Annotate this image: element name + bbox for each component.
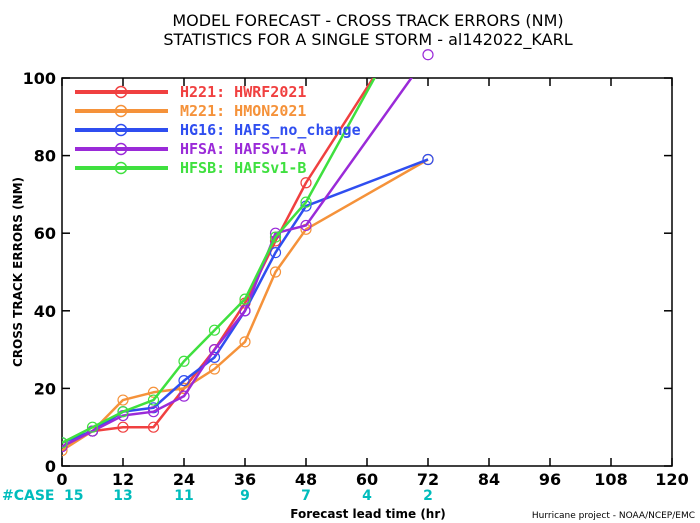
legend-marker bbox=[114, 142, 128, 156]
case-count: 4 bbox=[362, 488, 372, 504]
legend-marker bbox=[114, 161, 128, 175]
data-point bbox=[62, 441, 68, 453]
data-point bbox=[62, 437, 68, 449]
data-point bbox=[300, 177, 312, 189]
data-point bbox=[86, 421, 99, 433]
data-point bbox=[300, 219, 312, 232]
y-tick-label: 40 bbox=[34, 302, 56, 321]
legend-label: M221: HMON2021 bbox=[180, 102, 306, 120]
data-point bbox=[178, 390, 190, 402]
x-axis-label: Forecast lead time (hr) bbox=[290, 507, 446, 521]
x-tick-label: 108 bbox=[594, 470, 627, 489]
plot-frame bbox=[61, 77, 673, 467]
x-tick-label: 0 bbox=[56, 470, 67, 489]
data-point bbox=[117, 421, 129, 433]
data-point bbox=[117, 394, 129, 406]
data-point bbox=[147, 406, 160, 418]
data-point bbox=[239, 305, 251, 317]
case-count: 9 bbox=[240, 488, 250, 504]
legend-marker bbox=[114, 85, 128, 99]
x-tick-label: 96 bbox=[539, 470, 561, 489]
data-point bbox=[300, 196, 312, 208]
case-count: 2 bbox=[423, 488, 433, 504]
y-tick-label: 80 bbox=[34, 147, 56, 166]
case-count: 11 bbox=[174, 488, 193, 504]
overflow-markers bbox=[422, 49, 434, 61]
y-tick-label: 20 bbox=[34, 379, 56, 398]
legend-marker bbox=[114, 123, 128, 137]
case-count-label: #CASE bbox=[2, 488, 55, 504]
y-axis-label: CROSS TRACK ERRORS (NM) bbox=[11, 177, 25, 367]
x-tick-label: 84 bbox=[478, 470, 500, 489]
legend-marker bbox=[114, 104, 128, 118]
x-axis: 0 12 24 36 48 60 72 84 96 108 120 bbox=[56, 78, 689, 489]
y-tick-label: 100 bbox=[23, 69, 56, 88]
data-point bbox=[208, 324, 221, 336]
credit-text: Hurricane project - NOAA/NCEP/EMC bbox=[532, 511, 695, 521]
data-point bbox=[269, 266, 282, 278]
case-count: 7 bbox=[301, 488, 311, 504]
case-count: 13 bbox=[113, 488, 132, 504]
legend-label: HFSA: HAFSv1-A bbox=[180, 140, 306, 158]
legend-label: HFSB: HAFSv1-B bbox=[180, 159, 306, 177]
chart-title: MODEL FORECAST - CROSS TRACK ERRORS (NM) bbox=[172, 11, 563, 30]
case-counts: 15 13 11 9 7 4 2 bbox=[64, 488, 433, 504]
x-tick-label: 12 bbox=[112, 470, 134, 489]
data-point bbox=[208, 363, 221, 375]
data-point bbox=[422, 49, 434, 61]
data-point bbox=[269, 231, 282, 243]
data-point bbox=[117, 406, 129, 418]
x-tick-label: 120 bbox=[655, 470, 688, 489]
legend-label: HG16: HAFS_no_change bbox=[180, 121, 361, 139]
data-point bbox=[239, 293, 251, 305]
data-point bbox=[147, 421, 160, 433]
data-point bbox=[62, 444, 68, 457]
data-point bbox=[147, 394, 160, 406]
y-tick-label: 0 bbox=[45, 457, 56, 476]
legend-label: H221: HWRF2021 bbox=[180, 83, 306, 101]
data-point bbox=[178, 355, 190, 367]
x-tick-label: 72 bbox=[417, 470, 439, 489]
series-line-5 bbox=[62, 78, 376, 444]
data-point bbox=[269, 247, 282, 259]
y-axis: 0 20 40 60 80 100 bbox=[23, 69, 672, 476]
data-point bbox=[208, 344, 221, 356]
series-line-2 bbox=[62, 158, 429, 452]
series-line-4 bbox=[62, 78, 413, 448]
x-tick-label: 36 bbox=[234, 470, 256, 489]
x-tick-label: 60 bbox=[356, 470, 378, 489]
data-point bbox=[178, 375, 190, 387]
data-point bbox=[422, 153, 434, 166]
chart-subtitle: STATISTICS FOR A SINGLE STORM - al142022… bbox=[163, 30, 572, 50]
x-tick-label: 24 bbox=[173, 470, 195, 489]
series-layer bbox=[62, 78, 434, 457]
data-point bbox=[239, 336, 251, 348]
x-tick-label: 48 bbox=[295, 470, 317, 489]
case-count: 15 bbox=[64, 488, 83, 504]
y-tick-label: 60 bbox=[34, 224, 56, 243]
